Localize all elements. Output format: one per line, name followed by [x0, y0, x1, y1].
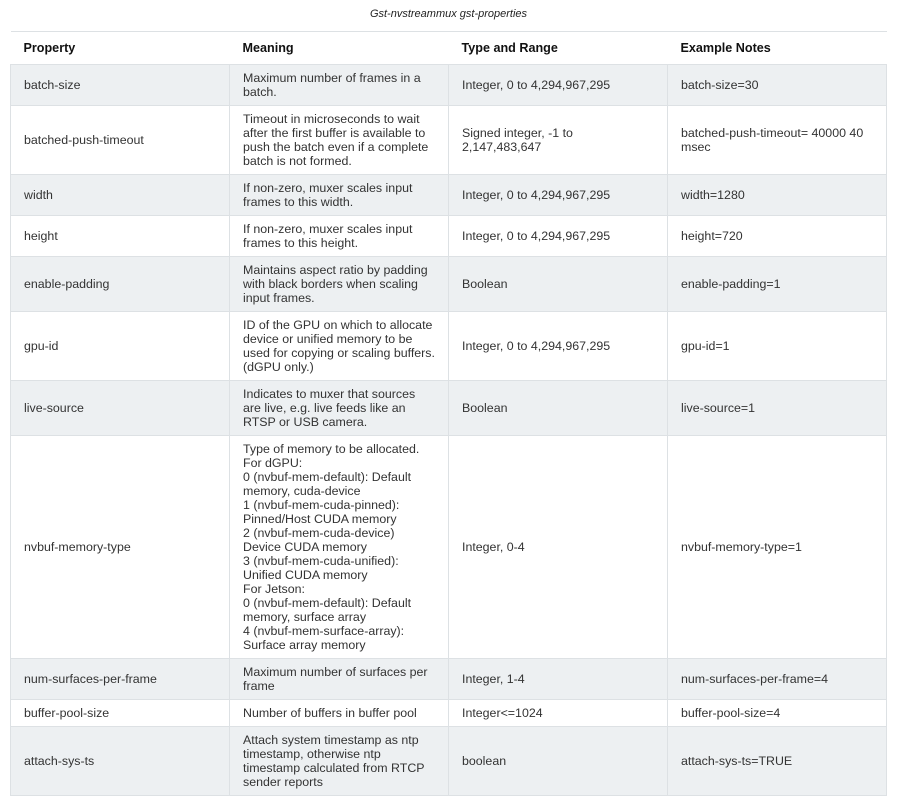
- header-row: Property Meaning Type and Range Example …: [10, 31, 887, 65]
- table-row: enable-padding Maintains aspect ratio by …: [10, 256, 887, 312]
- table-row: width If non-zero, muxer scales input fra…: [10, 174, 887, 216]
- type-range-cell: boolean: [448, 726, 668, 796]
- header-meaning: Meaning: [229, 31, 449, 65]
- example-cell: nvbuf-memory-type=1: [667, 435, 887, 659]
- property-cell: height: [10, 215, 230, 257]
- example-cell: live-source=1: [667, 380, 887, 436]
- property-cell: batch-size: [10, 64, 230, 106]
- example-cell: gpu-id=1: [667, 311, 887, 381]
- meaning-cell: Number of buffers in buffer pool: [229, 699, 449, 727]
- type-range-cell: Signed integer, -1 to 2,147,483,647: [448, 105, 668, 175]
- table-row: batch-size Maximum number of frames in a …: [10, 64, 887, 106]
- type-range-cell: Boolean: [448, 380, 668, 436]
- table-caption: Gst-nvstreammux gst-properties: [369, 8, 528, 20]
- example-cell: num-surfaces-per-frame=4: [667, 658, 887, 700]
- property-cell: gpu-id: [10, 311, 230, 381]
- table-row: height If non-zero, muxer scales input fr…: [10, 215, 887, 257]
- property-cell: attach-sys-ts: [10, 726, 230, 796]
- example-cell: enable-padding=1: [667, 256, 887, 312]
- table-row: gpu-id ID of the GPU on which to allocate…: [10, 311, 887, 381]
- type-range-cell: Integer<=1024: [448, 699, 668, 727]
- type-range-cell: Integer, 1-4: [448, 658, 668, 700]
- meaning-cell: Maximum number of frames in a batch.: [229, 64, 449, 106]
- property-cell: width: [10, 174, 230, 216]
- type-range-cell: Integer, 0 to 4,294,967,295: [448, 215, 668, 257]
- meaning-cell: Maximum number of surfaces per frame: [229, 658, 449, 700]
- type-range-cell: Integer, 0 to 4,294,967,295: [448, 311, 668, 381]
- example-cell: batch-size=30: [667, 64, 887, 106]
- table-row: batched-push-timeout Timeout in microseco…: [10, 105, 887, 175]
- meaning-cell: If non-zero, muxer scales input frames t…: [229, 174, 449, 216]
- meaning-cell: If non-zero, muxer scales input frames t…: [229, 215, 449, 257]
- properties-table: Property Meaning Type and Range Example …: [10, 31, 887, 796]
- header-example: Example Notes: [667, 31, 887, 65]
- property-cell: batched-push-timeout: [10, 105, 230, 175]
- property-cell: num-surfaces-per-frame: [10, 658, 230, 700]
- property-cell: live-source: [10, 380, 230, 436]
- table-row: nvbuf-memory-type Type of memory to be al…: [10, 435, 887, 659]
- meaning-cell: Attach system timestamp as ntp timestamp…: [229, 726, 449, 796]
- table-row: attach-sys-ts Attach system timestamp as …: [10, 726, 887, 796]
- example-cell: attach-sys-ts=TRUE: [667, 726, 887, 796]
- table-row: buffer-pool-size Number of buffers in buf…: [10, 699, 887, 727]
- meaning-cell: Indicates to muxer that sources are live…: [229, 380, 449, 436]
- meaning-cell: Type of memory to be allocated. For dGPU…: [229, 435, 449, 659]
- meaning-cell: ID of the GPU on which to allocate devic…: [229, 311, 449, 381]
- type-range-cell: Integer, 0 to 4,294,967,295: [448, 64, 668, 106]
- property-cell: buffer-pool-size: [10, 699, 230, 727]
- example-cell: height=720: [667, 215, 887, 257]
- example-cell: batched-push-timeout= 40000 40 msec: [667, 105, 887, 175]
- meaning-cell: Maintains aspect ratio by padding with b…: [229, 256, 449, 312]
- meaning-cell: Timeout in microseconds to wait after th…: [229, 105, 449, 175]
- table-row: live-source Indicates to muxer that sourc…: [10, 380, 887, 436]
- property-cell: enable-padding: [10, 256, 230, 312]
- property-cell: nvbuf-memory-type: [10, 435, 230, 659]
- type-range-cell: Boolean: [448, 256, 668, 312]
- type-range-cell: Integer, 0-4: [448, 435, 668, 659]
- table-row: num-surfaces-per-frame Maximum number of …: [10, 658, 887, 700]
- example-cell: buffer-pool-size=4: [667, 699, 887, 727]
- header-type: Type and Range: [448, 31, 668, 65]
- type-range-cell: Integer, 0 to 4,294,967,295: [448, 174, 668, 216]
- example-cell: width=1280: [667, 174, 887, 216]
- header-property: Property: [10, 31, 230, 65]
